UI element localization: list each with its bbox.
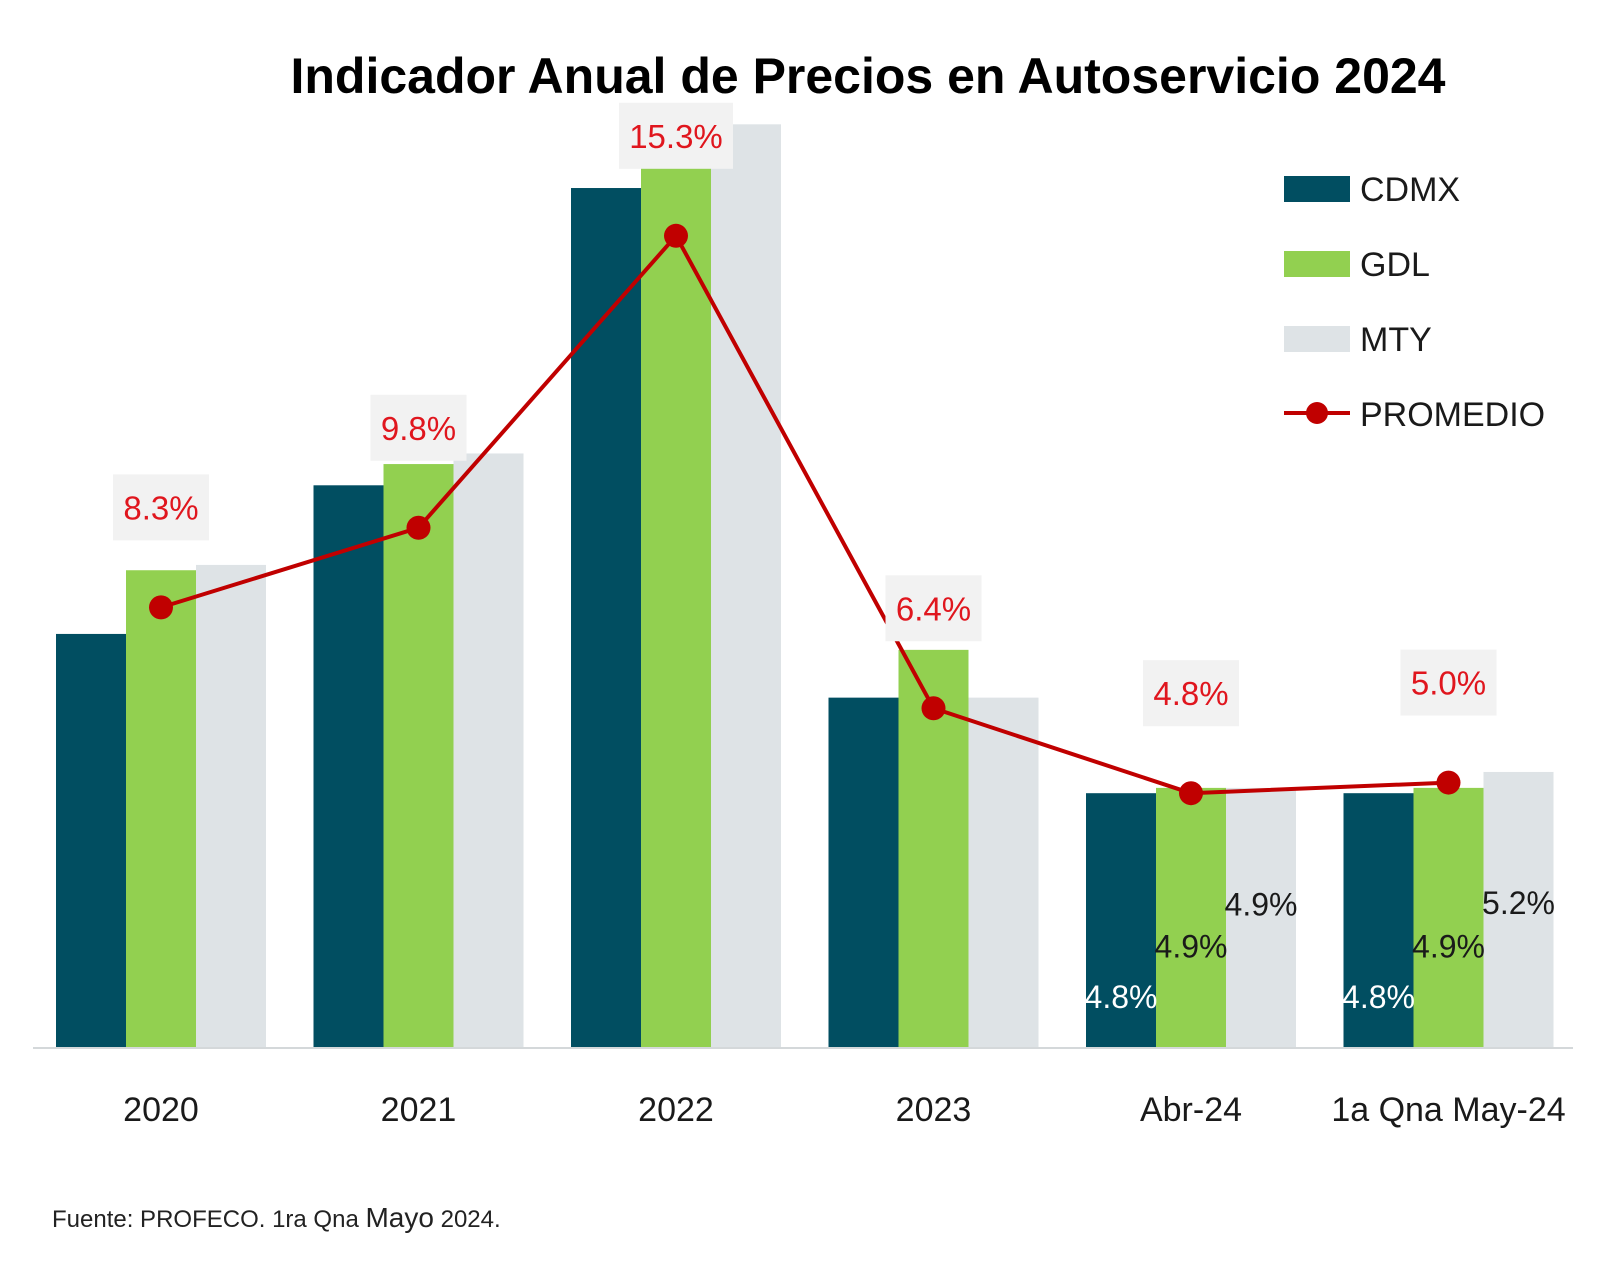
bar-mty-3	[968, 697, 1039, 1048]
bar-gdl-2	[641, 161, 711, 1048]
bar-cdmx-0	[56, 633, 126, 1048]
promedio-line	[160, 232, 1449, 796]
legend-label-promedio: PROMEDIO	[1360, 396, 1545, 434]
promedio-label-box-2	[619, 102, 733, 169]
legend-swatch-mty	[1284, 326, 1350, 352]
source-note: Fuente: PROFECO. 1ra Qna Mayo 2024.	[52, 1202, 501, 1234]
value-label-gdl-5: 4.9%	[1412, 928, 1485, 964]
bar-gdl-5	[1413, 787, 1484, 1048]
bar-mty-1	[453, 453, 524, 1049]
promedio-label-box-5	[1400, 649, 1497, 716]
bar-cdmx-5	[1343, 793, 1414, 1048]
promedio-point-1	[406, 515, 431, 540]
legend-label-mty: MTY	[1360, 321, 1432, 359]
bar-mty-4	[1226, 787, 1296, 1048]
promedio-label-5: 5.0%	[1411, 665, 1486, 702]
bar-cdmx-3	[828, 697, 899, 1048]
bar-cdmx-4	[1086, 793, 1156, 1048]
x-tick-label-2: 2022	[638, 1091, 714, 1129]
legend-label-gdl: GDL	[1360, 246, 1430, 284]
bar-cdmx-1	[313, 485, 384, 1049]
promedio-point-0	[149, 595, 173, 620]
bar-mty-0	[196, 564, 266, 1048]
promedio-label-2: 15.3%	[629, 118, 723, 155]
x-tick-labels: 2020 2021 2022 2023 Abr-24 1a Qna May-24	[123, 1091, 1566, 1129]
x-tick-label-0: 2020	[123, 1091, 199, 1129]
x-tick-label-3: 2023	[896, 1091, 972, 1129]
promedio-label-box-4	[1143, 660, 1239, 727]
legend: CDMX GDL MTY PROMEDIO	[1284, 171, 1545, 434]
promedio-line-group: 8.3% 9.8% 15.3% 6.4% 4.8% 5.0%	[113, 102, 1497, 806]
legend-swatch-cdmx	[1284, 176, 1350, 202]
chart-title: Indicador Anual de Precios en Autoservic…	[290, 48, 1445, 104]
promedio-label-box-1	[370, 394, 467, 461]
promedio-label-1: 9.8%	[381, 410, 456, 447]
promedio-point-2	[664, 223, 688, 248]
promedio-point-5	[1436, 770, 1461, 795]
promedio-label-3: 6.4%	[896, 590, 971, 627]
value-label-mty-5: 5.2%	[1482, 885, 1555, 921]
x-tick-label-4: Abr-24	[1140, 1091, 1242, 1129]
legend-swatch-gdl	[1284, 251, 1350, 277]
promedio-label-box-0	[113, 474, 209, 541]
source-prefix: Fuente: PROFECO. 1ra Qna	[52, 1206, 366, 1233]
value-label-mty-4: 4.9%	[1225, 886, 1298, 922]
value-label-cdmx-5: 4.8%	[1342, 979, 1415, 1015]
legend-swatch-promedio-dot	[1306, 402, 1328, 424]
source-month: Mayo	[365, 1202, 434, 1233]
bar-mty-5	[1483, 771, 1554, 1048]
bar-value-labels: 4.8% 4.9% 4.9% 4.8% 4.9% 5.2%	[1085, 885, 1555, 1015]
bar-gdl-4	[1156, 787, 1226, 1048]
promedio-label-4: 4.8%	[1153, 675, 1228, 712]
bar-mty-2	[711, 124, 781, 1048]
promedio-point-3	[921, 696, 946, 721]
legend-label-cdmx: CDMX	[1360, 171, 1460, 209]
promedio-label-box-3	[885, 575, 982, 642]
x-tick-label-1: 2021	[381, 1091, 457, 1129]
promedio-point-4	[1179, 781, 1203, 806]
value-label-gdl-4: 4.9%	[1155, 928, 1228, 964]
bars-group	[56, 124, 1554, 1049]
promedio-label-0: 8.3%	[123, 489, 198, 526]
source-suffix: 2024.	[433, 1206, 501, 1233]
bar-gdl-0	[126, 570, 196, 1048]
x-tick-label-5: 1a Qna May-24	[1331, 1091, 1565, 1129]
value-label-cdmx-4: 4.8%	[1085, 979, 1158, 1015]
bar-gdl-1	[383, 464, 454, 1048]
bar-cdmx-2	[571, 188, 641, 1049]
